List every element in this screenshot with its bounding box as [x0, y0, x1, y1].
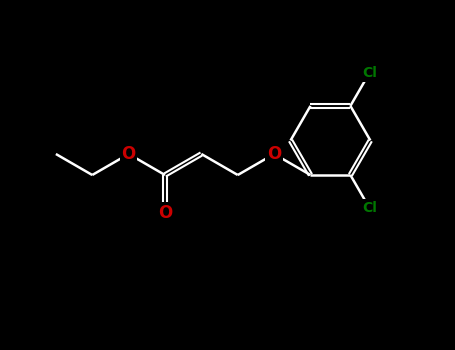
Text: Cl: Cl	[362, 66, 377, 80]
Text: Cl: Cl	[362, 201, 377, 215]
Text: O: O	[158, 204, 172, 222]
Text: O: O	[267, 145, 281, 163]
Text: O: O	[121, 145, 136, 163]
